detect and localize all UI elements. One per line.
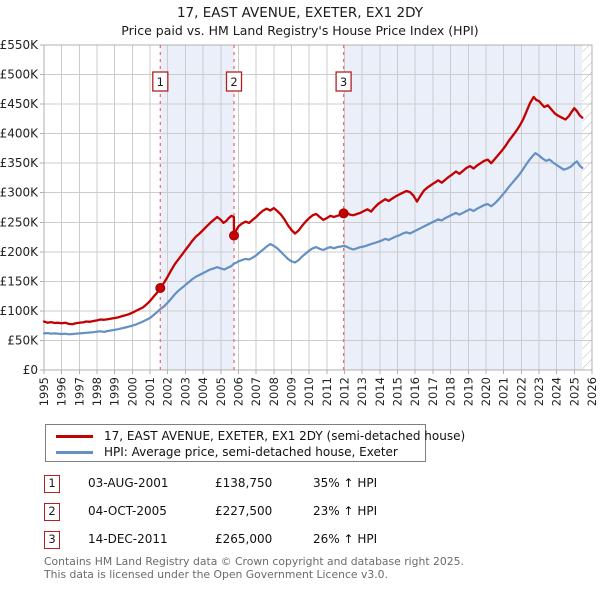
transaction-price: £227,500 (215, 504, 273, 518)
hpi-line-swatch (56, 450, 93, 454)
x-axis-label: 2016 (408, 377, 422, 406)
y-axis-label: £100K (0, 304, 39, 318)
legend-item-hpi: HPI: Average price, semi-detached house,… (56, 444, 425, 460)
y-axis-label: £450K (0, 97, 39, 111)
y-axis-label: £50K (7, 334, 39, 348)
x-axis-label: 2023 (532, 377, 546, 406)
x-axis-label: 2015 (391, 377, 405, 406)
license-footer: Contains HM Land Registry data © Crown c… (44, 555, 464, 581)
page-title: 17, EAST AVENUE, EXETER, EX1 2DY (176, 5, 424, 21)
x-axis-label: 2017 (426, 377, 440, 406)
x-axis-label: 1995 (37, 377, 51, 406)
sale-number-box (225, 71, 243, 92)
footer-line-2: This data is licensed under the Open Gov… (44, 567, 388, 581)
x-axis-label: 2013 (355, 377, 369, 406)
y-axis-label: £250K (0, 215, 39, 229)
page-subtitle: Price paid vs. HM Land Registry's House … (121, 23, 479, 38)
x-axis-label: 2001 (143, 377, 157, 406)
x-axis-label: 2000 (125, 377, 139, 406)
transaction-number-badge: 2 (44, 503, 60, 521)
x-axis-label: 2010 (302, 377, 316, 406)
y-axis-label: £200K (0, 245, 39, 259)
sale-number-label: 3 (340, 75, 347, 89)
legend-label-hpi: HPI: Average price, semi-detached house,… (104, 445, 398, 459)
sale-point-dot (228, 230, 239, 241)
transaction-hpi-delta: 23% ↑ HPI (313, 504, 378, 518)
sale-number-box (152, 71, 169, 92)
y-axis-label: £350K (0, 156, 39, 170)
x-axis-label: 2003 (178, 377, 192, 406)
x-axis-label: 2008 (267, 377, 281, 406)
y-axis-label: £550K (0, 40, 39, 52)
x-axis-label: 1997 (72, 377, 86, 406)
x-axis-label: 2009 (285, 377, 299, 406)
transaction-row: 2 04-OCT-2005 £227,500 23% ↑ HPI (44, 503, 564, 523)
x-axis-label: 2014 (373, 377, 387, 406)
sale-point-dot (155, 282, 166, 293)
x-axis-label: 1998 (90, 377, 104, 406)
transaction-number-badge: 3 (44, 531, 60, 549)
y-axis-label: £300K (0, 186, 39, 200)
x-axis-label: 2006 (232, 377, 246, 406)
x-axis-label: 2022 (514, 377, 528, 406)
hpi-line (42, 151, 584, 336)
x-axis-label: 2021 (497, 377, 511, 406)
y-axis-label: £500K (0, 68, 39, 82)
ownership-shaded-region (343, 45, 583, 370)
chart-legend: 17, EAST AVENUE, EXETER, EX1 2DY (semi-d… (45, 424, 465, 462)
price-history-chart: 1 2 3 £0 £50K £100K £150K £200K £250K £300K £350K £… (0, 40, 599, 406)
footer-line-1: Contains HM Land Registry data © Crown c… (44, 555, 464, 568)
x-axis-label: 1999 (108, 377, 122, 406)
x-axis-label: 2002 (161, 377, 175, 406)
x-axis-label: 2012 (338, 377, 352, 406)
transaction-row: 1 03-AUG-2001 £138,750 35% ↑ HPI (44, 475, 564, 495)
transaction-row: 3 14-DEC-2011 £265,000 26% ↑ HPI (44, 531, 564, 551)
x-axis-label: 2019 (461, 377, 475, 406)
x-axis-label: 2007 (249, 377, 263, 406)
property-price-line (42, 95, 584, 326)
x-axis-label: 1996 (55, 377, 69, 406)
y-axis-label: £400K (0, 127, 39, 141)
x-axis-label: 2024 (550, 377, 564, 406)
axis-ticks (40, 44, 593, 374)
transaction-number-badge: 1 (44, 475, 60, 493)
x-axis-label: 2025 (567, 377, 581, 406)
x-axis-label: 2005 (214, 377, 228, 406)
sale-point-dot (338, 208, 349, 219)
y-axis-label: £0 (23, 363, 38, 377)
x-axis-label: 2026 (585, 377, 599, 406)
sale-number-label: 1 (157, 75, 164, 89)
x-axis-label: 2011 (320, 377, 334, 406)
transaction-hpi-delta: 26% ↑ HPI (313, 532, 378, 546)
transaction-price: £265,000 (215, 532, 273, 546)
x-axis-label: 2018 (444, 377, 458, 406)
ownership-shaded-region (160, 45, 234, 370)
transaction-price: £138,750 (215, 476, 273, 490)
transaction-date: 04-OCT-2005 (88, 504, 167, 518)
transaction-hpi-delta: 35% ↑ HPI (313, 476, 378, 490)
y-axis-label: £150K (0, 274, 39, 288)
sale-number-label: 2 (230, 75, 237, 89)
legend-label-property: 17, EAST AVENUE, EXETER, EX1 2DY (semi-d… (104, 429, 466, 443)
sale-number-box (335, 71, 352, 92)
plot-border (43, 44, 593, 371)
x-axis-label: 2004 (196, 377, 210, 406)
transaction-date: 03-AUG-2001 (88, 476, 169, 490)
transaction-date: 14-DEC-2011 (88, 532, 168, 546)
legend-item-property: 17, EAST AVENUE, EXETER, EX1 2DY (semi-d… (56, 428, 465, 444)
future-hatch-region (582, 45, 592, 370)
property-line-swatch (56, 434, 93, 438)
x-axis-label: 2020 (479, 377, 493, 406)
